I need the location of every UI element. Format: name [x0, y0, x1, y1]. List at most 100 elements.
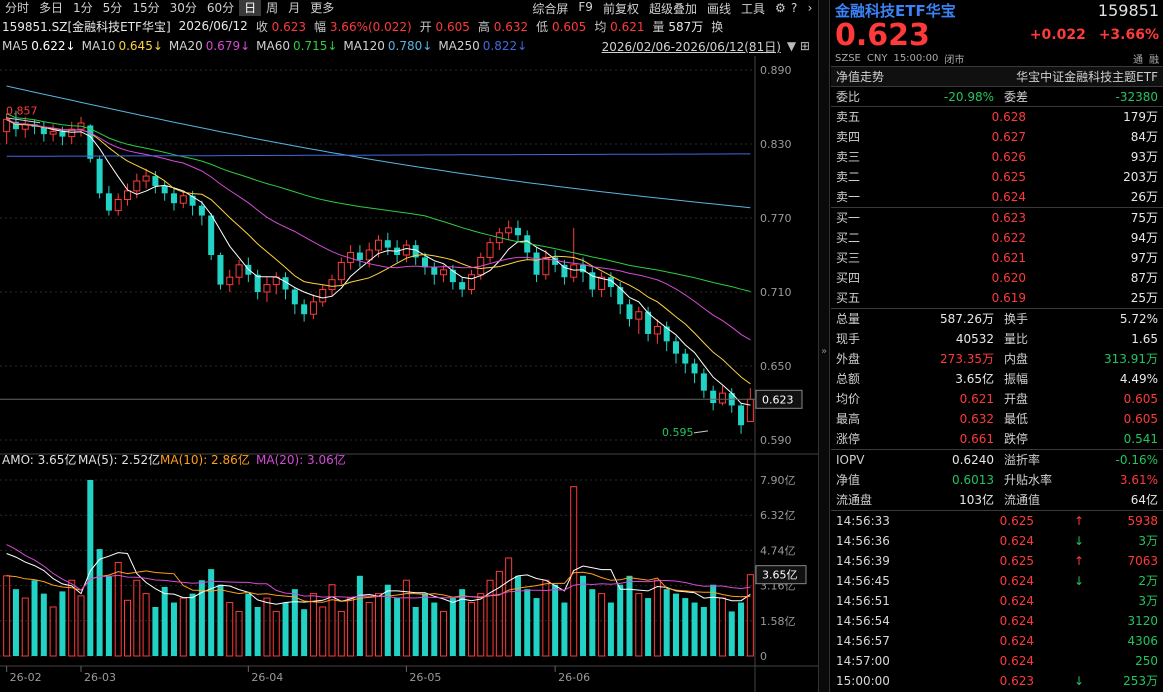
volume-bar[interactable]	[691, 602, 698, 656]
volume-bar[interactable]	[449, 598, 456, 656]
candle[interactable]	[105, 185, 112, 216]
volume-bar[interactable]	[217, 584, 224, 656]
volume-bar[interactable]	[12, 589, 19, 656]
volume-bar[interactable]	[746, 574, 754, 657]
volume-bar[interactable]	[189, 593, 196, 656]
arrow-right-icon[interactable]: ›	[807, 0, 813, 15]
volume-bar[interactable]	[291, 589, 298, 656]
volume-bar[interactable]	[394, 598, 401, 656]
candle[interactable]	[226, 269, 234, 292]
volume-bar[interactable]	[68, 579, 76, 657]
candle[interactable]	[570, 227, 578, 283]
volume-bar[interactable]	[626, 575, 633, 656]
volume-bar[interactable]	[598, 593, 606, 657]
candle[interactable]	[114, 193, 122, 216]
toolbar-button-3[interactable]: 超级叠加	[648, 1, 697, 16]
volume-bar[interactable]	[105, 575, 112, 656]
volume-bar[interactable]	[542, 579, 550, 657]
volume-bar[interactable]	[440, 610, 448, 657]
volume-bar[interactable]	[570, 486, 578, 657]
candle[interactable]	[124, 183, 131, 206]
bid-row[interactable]: 买三 0.621 97万	[831, 248, 1163, 268]
volume-bar[interactable]	[505, 557, 513, 657]
candle[interactable]	[738, 403, 745, 434]
volume-bar[interactable]	[347, 597, 355, 657]
candle[interactable]	[718, 385, 726, 406]
candle[interactable]	[626, 299, 633, 327]
tab-8[interactable]: 周	[266, 1, 279, 15]
candle[interactable]	[217, 252, 224, 290]
candle[interactable]	[653, 319, 661, 344]
candle[interactable]	[309, 294, 317, 320]
candle[interactable]	[663, 321, 670, 352]
candle[interactable]	[524, 230, 531, 260]
candle[interactable]	[495, 227, 503, 251]
toolbar-button-1[interactable]: F9	[578, 0, 593, 14]
volume-bar[interactable]	[421, 593, 428, 656]
ask-row[interactable]: 卖一 0.624 26万	[831, 187, 1163, 207]
candle[interactable]	[467, 269, 475, 295]
volume-bar[interactable]	[77, 595, 85, 657]
volume-bar[interactable]	[133, 579, 141, 657]
volume-bar[interactable]	[412, 606, 419, 656]
candle[interactable]	[542, 250, 550, 280]
candle[interactable]	[375, 235, 382, 258]
volume-bar[interactable]	[365, 602, 373, 657]
candle[interactable]	[208, 213, 215, 260]
volume-bar[interactable]	[40, 593, 47, 656]
volume-bar[interactable]	[607, 602, 614, 656]
volume-bar[interactable]	[645, 598, 652, 656]
candle[interactable]	[337, 257, 345, 285]
tab-7[interactable]: 日	[239, 0, 262, 16]
ask-row[interactable]: 卖五 0.628 179万	[831, 107, 1163, 127]
volume-bar[interactable]	[533, 598, 540, 656]
volume-bar[interactable]	[254, 606, 261, 656]
volume-bar[interactable]	[356, 575, 363, 656]
candle[interactable]	[282, 272, 289, 300]
toolbar-button-5[interactable]: 工具	[740, 1, 765, 16]
tab-9[interactable]: 月	[288, 1, 301, 15]
volume-bar[interactable]	[31, 580, 38, 656]
volume-bar[interactable]	[49, 606, 57, 657]
volume-bar[interactable]	[561, 602, 568, 656]
help-icon[interactable]: ?	[791, 0, 798, 15]
volume-bar[interactable]	[700, 606, 707, 656]
volume-bar[interactable]	[263, 597, 271, 657]
candle[interactable]	[170, 188, 177, 211]
candle[interactable]	[328, 274, 336, 297]
candle[interactable]	[589, 267, 596, 297]
volume-bar[interactable]	[552, 584, 559, 656]
candle[interactable]	[645, 306, 652, 342]
volume-bar[interactable]	[459, 589, 466, 656]
tab-0[interactable]: 分时	[5, 1, 30, 15]
volume-bar[interactable]	[59, 591, 66, 656]
volume-bar[interactable]	[319, 606, 327, 657]
volume-bar[interactable]	[580, 575, 587, 656]
candle[interactable]	[189, 190, 196, 216]
volume-bar[interactable]	[309, 593, 317, 657]
volume-bar[interactable]	[198, 580, 205, 656]
volume-bar[interactable]	[170, 602, 177, 656]
toolbar-button-4[interactable]: 画线	[706, 1, 731, 16]
candle[interactable]	[617, 282, 624, 315]
volume-bar[interactable]	[663, 589, 670, 656]
candle[interactable]	[272, 272, 280, 295]
volume-bar[interactable]	[635, 593, 643, 657]
candle[interactable]	[254, 269, 261, 300]
settings-icon[interactable]: ⚙	[775, 0, 786, 15]
candle[interactable]	[235, 259, 243, 285]
volume-bar[interactable]	[653, 579, 661, 657]
volume-bar[interactable]	[208, 569, 215, 656]
volume-bar[interactable]	[96, 549, 103, 656]
candle[interactable]	[384, 232, 391, 255]
candle[interactable]	[635, 306, 643, 334]
volume-bar[interactable]	[431, 602, 438, 656]
kline-chart[interactable]: 0.890 0.830 0.770 0.710 0.650 0.590 7.90亿 6.32亿…	[0, 56, 818, 692]
volume-bar[interactable]	[589, 589, 596, 656]
volume-bar[interactable]	[672, 593, 679, 656]
volume-bar[interactable]	[682, 598, 689, 656]
candle[interactable]	[412, 240, 419, 265]
candle[interactable]	[486, 237, 494, 263]
candle[interactable]	[505, 220, 513, 241]
volume-bar[interactable]	[384, 584, 391, 656]
